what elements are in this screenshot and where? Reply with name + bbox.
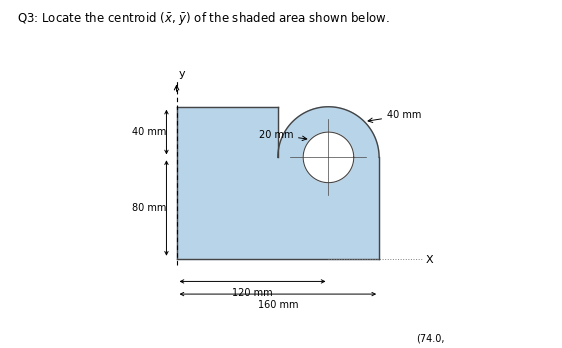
Text: 20 mm: 20 mm [259, 129, 307, 141]
Text: Q3: Locate the centroid ($\bar{x}$, $\bar{y}$) of the shaded area shown below.: Q3: Locate the centroid ($\bar{x}$, $\ba… [17, 10, 389, 27]
Polygon shape [176, 107, 278, 259]
Polygon shape [278, 107, 379, 157]
Polygon shape [303, 132, 353, 183]
Text: (74.0,: (74.0, [416, 333, 445, 343]
Text: 40 mm: 40 mm [132, 127, 166, 137]
Text: 160 mm: 160 mm [257, 300, 298, 310]
Polygon shape [278, 157, 379, 259]
Text: X: X [426, 255, 433, 265]
Text: 120 mm: 120 mm [232, 288, 273, 298]
Text: y: y [179, 69, 185, 79]
Text: 40 mm: 40 mm [368, 110, 422, 122]
Text: 80 mm: 80 mm [132, 203, 166, 213]
